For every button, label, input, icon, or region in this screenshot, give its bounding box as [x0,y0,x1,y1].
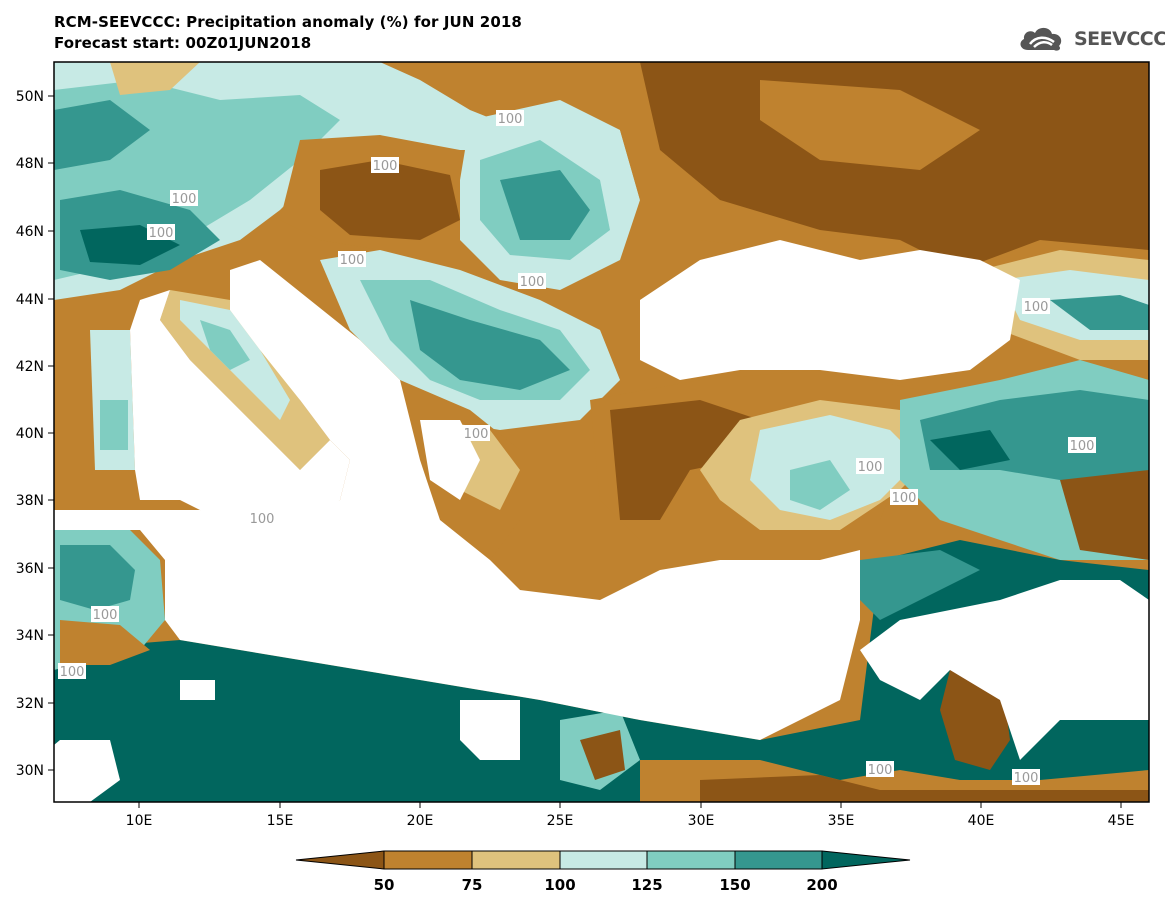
contour-label: 100 [172,192,197,207]
contour-label: 100 [858,460,883,475]
contour-label: 100 [340,253,365,268]
map-frame [53,61,1150,803]
colorbar-tick: 200 [806,876,837,894]
contour-label: 100 [93,608,118,623]
lat-label-34n: 34N [16,628,44,644]
logo-text: SEEVCCC [1074,28,1165,50]
lon-label-20e: 20E [407,813,434,829]
colorbar-segment [471,850,561,870]
lon-label-45e: 45E [1108,813,1135,829]
lat-label-50n: 50N [16,89,44,105]
contour-labels: 100 100 100 100 100 100 100 100 100 100 … [58,110,1096,786]
contour-label: 100 [149,226,174,241]
map-field [54,62,1149,802]
lon-label-15e: 15E [267,813,294,829]
chart-subtitle: Forecast start: 00Z01JUN2018 [54,34,312,52]
contour-label: 100 [464,427,489,442]
colorbar-segment [734,850,823,870]
lon-label-25e: 25E [547,813,574,829]
contour-label: 100 [892,491,917,506]
lat-label-46n: 46N [16,224,44,240]
contour-label: 100 [373,159,398,174]
chart-title: RCM-SEEVCCC: Precipitation anomaly (%) f… [54,13,522,31]
lon-ticks [138,802,1122,808]
contour-label: 100 [520,275,545,290]
lon-label-35e: 35E [828,813,855,829]
contour-label: 100 [868,763,893,778]
colorbar: 50 75 100 125 150 200 [295,850,911,894]
lat-label-30n: 30N [16,763,44,779]
lat-label-48n: 48N [16,156,44,172]
colorbar-tick: 50 [374,876,395,894]
lat-label-42n: 42N [16,359,44,375]
lat-ticks [48,95,54,771]
colorbar-segment [646,850,736,870]
colorbar-tick: 125 [631,876,662,894]
lat-label-44n: 44N [16,292,44,308]
contour-label: 100 [1024,300,1049,315]
contour-label: 100 [250,512,275,527]
contour-label: 100 [1014,771,1039,786]
lon-label-30e: 30E [688,813,715,829]
colorbar-tick: 100 [544,876,575,894]
colorbar-segment [821,850,911,870]
contour-label: 100 [1070,439,1095,454]
lat-label-36n: 36N [16,561,44,577]
cloud-icon [1020,27,1062,51]
colorbar-segment [559,850,648,870]
contour-label: 100 [498,112,523,127]
lat-label-40n: 40N [16,426,44,442]
lat-label-38n: 38N [16,493,44,509]
colorbar-segment [383,850,473,870]
lat-label-32n: 32N [16,696,44,712]
colorbar-tick: 150 [719,876,750,894]
colorbar-segment [295,850,385,870]
lon-label-40e: 40E [968,813,995,829]
colorbar-tick: 75 [462,876,483,894]
seevccc-logo: SEEVCCC [1016,22,1165,56]
lon-label-10e: 10E [126,813,153,829]
contour-label: 100 [60,665,85,680]
